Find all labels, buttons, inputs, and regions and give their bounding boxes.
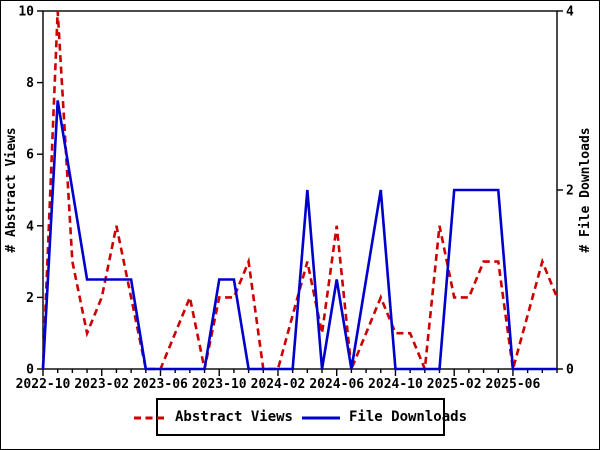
svg-text:2023-06: 2023-06 — [133, 377, 188, 392]
legend-box: Abstract Views File Downloads — [133, 398, 467, 436]
right-axis-tick-label: 2 — [566, 184, 574, 199]
left-axis-tick-label: 6 — [26, 148, 34, 163]
svg-text:2025-06: 2025-06 — [486, 377, 541, 392]
left-axis-tick-label: 10 — [18, 5, 34, 20]
svg-text:2024-02: 2024-02 — [251, 377, 306, 392]
left-axis-tick-label: 4 — [26, 219, 34, 234]
svg-text:2023-02: 2023-02 — [74, 377, 129, 392]
left-axis-tick-label: 0 — [26, 363, 34, 378]
legend-label-file-downloads: File Downloads — [349, 409, 468, 425]
series-line-file-downloads — [41, 100, 557, 371]
right-axis-tick-label: 4 — [566, 5, 574, 20]
right-axis-tick-label: 0 — [566, 363, 574, 378]
svg-text:2025-02: 2025-02 — [427, 377, 482, 392]
svg-text:2024-06: 2024-06 — [309, 377, 364, 392]
svg-text:2022-10: 2022-10 — [16, 377, 71, 392]
svg-text:2023-10: 2023-10 — [192, 377, 247, 392]
left-axis-tick-label: 2 — [26, 291, 34, 306]
legend-label-abstract-views: Abstract Views — [174, 409, 293, 425]
svg-text:2024-10: 2024-10 — [368, 377, 423, 392]
left-axis-tick-label: 8 — [26, 76, 34, 91]
left-axis-title: # Abstract Views — [4, 127, 19, 252]
x-axis-tick-labels: 2022-10 2023-02 2023-06 2023-10 2024-02 2024-… — [16, 377, 541, 392]
abstract-views-dash-sample-icon — [133, 409, 166, 425]
file-downloads-line-sample-icon — [302, 409, 340, 425]
right-axis-title: # File Downloads — [578, 127, 593, 252]
